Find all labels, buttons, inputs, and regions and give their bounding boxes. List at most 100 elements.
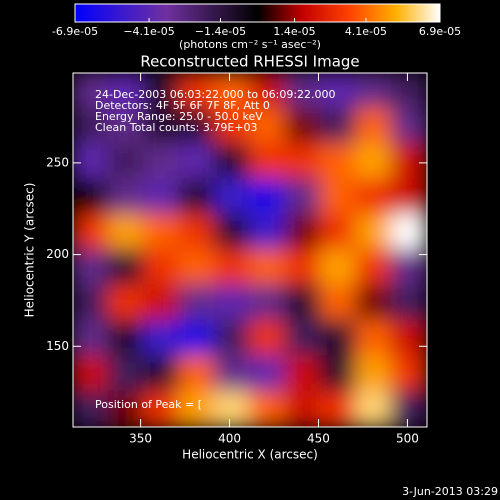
x-tick-label: 450 <box>307 432 330 446</box>
heat-cell <box>319 73 358 110</box>
heat-cell <box>284 390 322 427</box>
annotation: 24-Dec-2003 06:03:22.000 to 06:09:22.000 <box>95 88 336 101</box>
heat-cell <box>213 390 251 427</box>
heat-cell <box>73 142 110 181</box>
heat-cell <box>213 355 251 393</box>
heat-cell <box>390 355 427 393</box>
heat-cell <box>249 213 287 251</box>
heat-cell <box>213 178 251 216</box>
plot-frame <box>72 72 428 428</box>
heat-cell <box>107 142 145 181</box>
heat-cell <box>107 390 145 427</box>
heat-cell <box>73 107 110 145</box>
heat-cell <box>355 390 393 427</box>
heat-cell <box>213 73 251 110</box>
colorbar-label: (photons cm⁻² s⁻¹ asec⁻²) <box>179 38 321 51</box>
heat-cell <box>107 319 145 358</box>
heat-cell <box>213 284 251 322</box>
colorbar-tick-label: 4.1e-05 <box>345 25 387 38</box>
heat-cell <box>107 249 145 287</box>
heat-cell <box>355 319 393 358</box>
heat-cell <box>178 142 216 181</box>
heat-cell <box>142 178 181 216</box>
heat-cell <box>390 249 427 287</box>
heat-cell <box>249 319 287 358</box>
heat-cell <box>319 355 358 393</box>
heat-cell <box>390 319 427 358</box>
heat-cell <box>178 319 216 358</box>
heat-cell <box>142 355 181 393</box>
heat-cell <box>284 355 322 393</box>
heat-cell <box>390 284 427 322</box>
heat-cell <box>390 142 427 181</box>
heat-cell <box>284 142 322 181</box>
heat-cell <box>249 355 287 393</box>
annotation: Energy Range: 25.0 - 50.0 keV <box>95 110 263 123</box>
timestamp: 3-Jun-2013 03:29 <box>402 485 498 498</box>
heat-cell <box>284 284 322 322</box>
heat-cell <box>390 107 427 145</box>
heat-cell <box>355 107 393 145</box>
heat-cell <box>178 107 216 145</box>
heat-cell <box>142 284 181 322</box>
heat-cell <box>142 319 181 358</box>
heat-cell <box>142 107 181 145</box>
heat-cell <box>107 213 145 251</box>
heat-cell <box>213 142 251 181</box>
x-tick-label: 350 <box>129 432 152 446</box>
image-cells <box>73 73 427 427</box>
heat-cell <box>355 284 393 322</box>
heat-cell <box>73 73 110 110</box>
heat-cell <box>107 355 145 393</box>
heat-cell <box>390 73 427 110</box>
heat-cell <box>390 213 427 251</box>
heat-cell <box>142 142 181 181</box>
heat-cell <box>284 213 322 251</box>
heat-cell <box>142 213 181 251</box>
heat-cell <box>178 355 216 393</box>
heat-cell <box>213 213 251 251</box>
heat-cell <box>107 284 145 322</box>
heat-cell <box>249 249 287 287</box>
heat-cell <box>249 390 287 427</box>
x-tick-label: 400 <box>218 432 241 446</box>
heat-cell <box>284 319 322 358</box>
heat-cell <box>178 284 216 322</box>
heat-cell <box>249 142 287 181</box>
annotation: Clean Total counts: 3.79E+03 <box>95 121 258 134</box>
chart-title: Reconstructed RHESSI Image <box>140 53 359 71</box>
heat-cell <box>73 249 110 287</box>
heat-cell <box>319 249 358 287</box>
heat-cell <box>249 178 287 216</box>
image-area <box>73 73 427 427</box>
heat-cell <box>355 142 393 181</box>
heat-cell <box>284 178 322 216</box>
heat-cell <box>73 390 110 427</box>
heat-cell <box>319 319 358 358</box>
heat-cell <box>178 249 216 287</box>
heat-cell <box>319 142 358 181</box>
heat-cell <box>319 284 358 322</box>
colorbar <box>74 3 441 23</box>
heat-cell <box>73 213 110 251</box>
colorbar-tick-label: 6.9e-05 <box>419 25 461 38</box>
colorbar-tick-label: -6.9e-05 <box>52 25 98 38</box>
heat-cell <box>73 178 110 216</box>
heat-cell <box>390 178 427 216</box>
heat-cell <box>107 178 145 216</box>
heat-cell <box>213 319 251 358</box>
heat-cell <box>319 178 358 216</box>
heat-cell <box>213 249 251 287</box>
x-tick-label: 500 <box>396 432 419 446</box>
annotation: Detectors: 4F 5F 6F 7F 8F, Att 0 <box>95 99 270 112</box>
heat-cell <box>355 249 393 287</box>
heat-cell <box>355 213 393 251</box>
peak-label: Position of Peak = [ <box>95 398 202 411</box>
y-tick-label: 200 <box>46 247 69 261</box>
heat-cell <box>142 390 181 427</box>
x-axis-label: Heliocentric X (arcsec) <box>182 448 318 462</box>
y-axis-label: Heliocentric Y (arcsec) <box>23 183 37 318</box>
heat-cell <box>178 213 216 251</box>
